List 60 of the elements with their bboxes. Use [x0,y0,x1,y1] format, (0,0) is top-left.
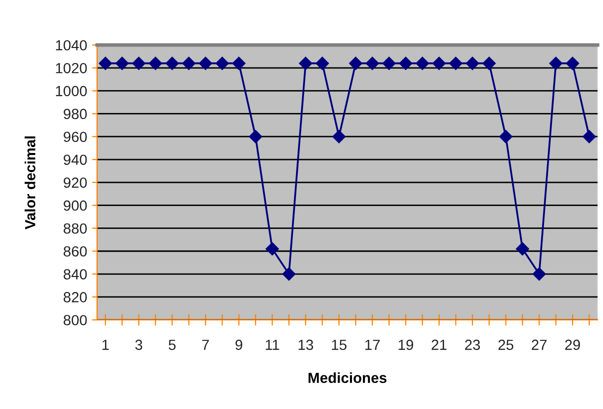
x-tick-label: 13 [298,340,314,350]
x-tick-label: 17 [365,340,380,350]
point [482,56,496,70]
point [366,56,379,70]
x-tick-label: 5 [168,340,176,350]
x-tick-label: 7 [202,340,209,350]
point [549,56,562,70]
x-tick-label: 3 [135,340,142,350]
x-tick-label: 21 [432,340,446,350]
x-tick-label: 25 [498,340,514,350]
point [166,56,179,70]
y-tick-label: 860 [64,246,87,257]
point [432,56,446,70]
point [282,267,296,281]
y-tick-label: 900 [64,200,87,211]
point [148,56,162,70]
point [349,56,362,70]
x-tick-label: 19 [398,340,414,350]
point [232,56,246,70]
x-tick-label: 11 [266,340,280,350]
y-tick-label: 840 [64,269,87,280]
point [466,56,480,70]
y-tick-label: 800 [64,314,87,326]
y-tick-label: 1000 [56,86,87,96]
point [299,56,312,70]
x-tick-label: 9 [236,340,242,350]
point [216,56,229,70]
point [449,56,462,70]
y-axis-title: Valor decimal [24,136,36,230]
point [98,56,112,70]
point [116,56,129,70]
point [399,56,412,70]
point [499,130,512,144]
y-tick-label: 1040 [56,40,87,50]
x-tick-label: 15 [332,340,346,350]
point [566,56,580,70]
x-tick-label: 27 [532,340,547,350]
y-tick-label: 880 [64,223,87,234]
x-tick-label: 1 [102,340,109,350]
y-tick-label: 960 [64,132,87,142]
point [532,267,546,281]
y-tick-label: 920 [64,178,87,188]
point [248,130,262,144]
point [416,56,429,70]
point [198,56,212,70]
point [316,56,329,70]
point [332,130,346,144]
point [382,56,396,70]
x-tick-label: 23 [465,340,480,350]
point [582,130,596,144]
x-axis-title: Mediciones [308,372,386,384]
point [516,242,530,256]
point [132,56,146,70]
y-tick-label: 1020 [56,62,87,74]
point [182,56,196,70]
x-tick-label: 29 [565,340,580,350]
point [266,242,279,256]
y-tick-label: 940 [64,154,87,165]
y-tick-label: 980 [64,108,87,120]
y-tick-label: 820 [64,292,87,302]
